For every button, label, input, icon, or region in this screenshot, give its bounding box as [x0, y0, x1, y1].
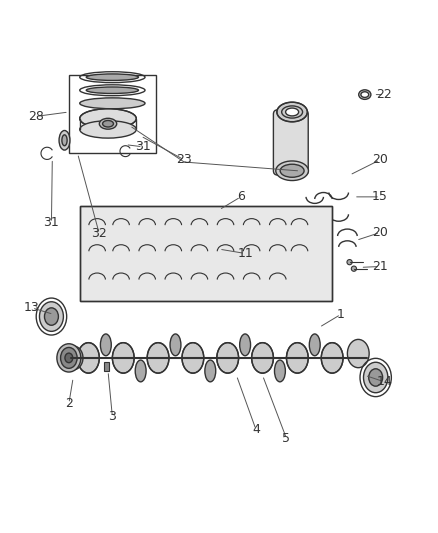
Ellipse shape [205, 360, 216, 382]
Ellipse shape [364, 362, 388, 393]
Text: 13: 13 [24, 301, 40, 314]
Text: 21: 21 [372, 260, 388, 273]
Ellipse shape [100, 334, 111, 356]
Ellipse shape [78, 343, 99, 373]
Ellipse shape [65, 353, 73, 362]
Text: 20: 20 [372, 154, 388, 166]
Ellipse shape [276, 161, 308, 181]
Text: 31: 31 [135, 140, 151, 154]
Ellipse shape [62, 135, 67, 146]
Ellipse shape [359, 90, 371, 99]
Ellipse shape [351, 266, 357, 271]
Ellipse shape [277, 102, 307, 122]
Text: 22: 22 [377, 88, 392, 101]
Ellipse shape [60, 348, 77, 368]
Ellipse shape [240, 334, 251, 356]
Bar [69, 75, 156, 154]
Text: 28: 28 [28, 110, 44, 123]
Ellipse shape [282, 106, 303, 118]
FancyBboxPatch shape [273, 110, 308, 175]
Ellipse shape [59, 131, 70, 150]
Ellipse shape [80, 98, 145, 109]
Ellipse shape [280, 164, 304, 177]
Ellipse shape [217, 343, 239, 373]
Bar [80, 206, 332, 301]
Ellipse shape [80, 120, 136, 138]
Ellipse shape [64, 346, 83, 370]
Ellipse shape [86, 74, 138, 80]
Ellipse shape [68, 350, 79, 366]
Ellipse shape [286, 343, 308, 373]
Text: 1: 1 [337, 308, 345, 321]
Ellipse shape [321, 343, 343, 373]
Bar [104, 362, 109, 371]
Ellipse shape [39, 302, 64, 332]
Ellipse shape [252, 343, 273, 373]
Text: 23: 23 [177, 154, 192, 166]
Ellipse shape [309, 334, 320, 356]
Text: 32: 32 [92, 228, 107, 240]
Ellipse shape [135, 360, 146, 382]
Ellipse shape [369, 369, 383, 386]
Ellipse shape [102, 120, 113, 127]
Text: 20: 20 [372, 226, 388, 239]
Ellipse shape [147, 343, 169, 373]
Ellipse shape [57, 344, 81, 372]
Ellipse shape [286, 108, 299, 116]
Ellipse shape [347, 260, 352, 265]
Ellipse shape [45, 308, 58, 325]
Text: 14: 14 [377, 375, 392, 389]
Text: 6: 6 [237, 190, 245, 204]
Text: 11: 11 [237, 247, 253, 260]
Ellipse shape [347, 340, 369, 368]
Ellipse shape [80, 109, 136, 128]
Ellipse shape [86, 87, 138, 93]
Ellipse shape [113, 343, 134, 373]
Ellipse shape [275, 360, 286, 382]
Text: 31: 31 [43, 216, 59, 230]
Ellipse shape [361, 92, 369, 98]
Text: 2: 2 [65, 397, 73, 410]
Text: 3: 3 [109, 410, 117, 423]
Text: 5: 5 [283, 432, 290, 445]
Ellipse shape [99, 118, 117, 129]
Text: 15: 15 [372, 190, 388, 204]
Text: 4: 4 [252, 423, 260, 436]
Ellipse shape [182, 343, 204, 373]
Ellipse shape [170, 334, 181, 356]
Bar [80, 206, 332, 301]
